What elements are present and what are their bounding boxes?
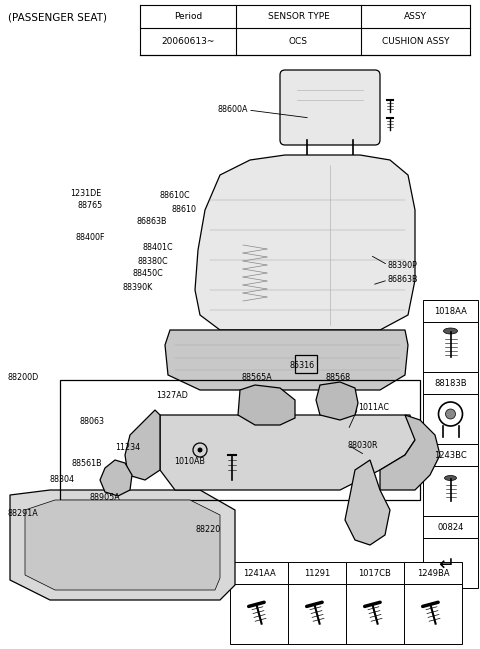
Text: 88568: 88568 xyxy=(325,374,350,382)
Circle shape xyxy=(445,409,456,419)
Text: 88220: 88220 xyxy=(195,526,220,535)
Text: 20060613~: 20060613~ xyxy=(161,37,215,45)
Text: 88610C: 88610C xyxy=(159,191,190,201)
Text: 11291: 11291 xyxy=(304,569,330,578)
Text: 88390P: 88390P xyxy=(388,260,418,269)
Polygon shape xyxy=(238,385,295,425)
Polygon shape xyxy=(345,460,390,545)
Polygon shape xyxy=(10,490,235,600)
Bar xyxy=(346,562,404,584)
Text: 1241AA: 1241AA xyxy=(242,569,276,578)
Bar xyxy=(423,466,478,516)
Polygon shape xyxy=(316,382,358,420)
Text: 88610: 88610 xyxy=(172,204,197,214)
Polygon shape xyxy=(165,330,408,390)
Bar xyxy=(404,584,462,644)
Text: 88905A: 88905A xyxy=(90,493,121,502)
Text: 88390K: 88390K xyxy=(123,284,153,293)
Polygon shape xyxy=(100,460,132,496)
Bar xyxy=(423,300,478,322)
Bar xyxy=(288,562,346,584)
Text: 1018AA: 1018AA xyxy=(434,306,467,315)
Text: 00824: 00824 xyxy=(437,522,464,532)
Bar xyxy=(423,322,478,372)
Bar xyxy=(295,355,317,373)
Bar xyxy=(230,562,288,584)
Polygon shape xyxy=(160,415,415,490)
Text: 88380C: 88380C xyxy=(137,256,168,265)
Text: 1017CB: 1017CB xyxy=(359,569,391,578)
Bar xyxy=(404,562,462,584)
Text: 88200D: 88200D xyxy=(8,374,39,382)
Text: SENSOR TYPE: SENSOR TYPE xyxy=(267,12,329,21)
Text: 1231DE: 1231DE xyxy=(70,188,101,197)
Bar xyxy=(423,444,478,466)
Text: OCS: OCS xyxy=(289,37,308,45)
Polygon shape xyxy=(25,500,220,590)
Circle shape xyxy=(197,448,203,452)
Bar xyxy=(60,380,420,500)
Text: 88304: 88304 xyxy=(50,476,75,485)
Text: ASSY: ASSY xyxy=(404,12,427,21)
Text: 1249BA: 1249BA xyxy=(417,569,449,578)
Text: 88063: 88063 xyxy=(80,417,105,426)
Text: 88183B: 88183B xyxy=(434,378,467,387)
Ellipse shape xyxy=(444,328,457,334)
Text: 88565A: 88565A xyxy=(241,374,272,382)
Text: 86863B: 86863B xyxy=(388,275,419,284)
Text: 88765: 88765 xyxy=(77,201,102,210)
Text: ↵: ↵ xyxy=(438,556,455,574)
Text: 85316: 85316 xyxy=(290,360,315,369)
Bar xyxy=(423,394,478,444)
Ellipse shape xyxy=(444,476,456,480)
Text: 88400F: 88400F xyxy=(75,232,105,241)
Text: (PASSENGER SEAT): (PASSENGER SEAT) xyxy=(8,13,107,23)
Text: 11234: 11234 xyxy=(115,443,140,452)
Text: CUSHION ASSY: CUSHION ASSY xyxy=(382,37,449,45)
Text: 88561B: 88561B xyxy=(72,459,103,469)
Bar xyxy=(346,584,404,644)
Bar xyxy=(423,516,478,538)
Text: 86863B: 86863B xyxy=(136,217,167,227)
Text: 88401C: 88401C xyxy=(143,243,173,252)
Text: 88291A: 88291A xyxy=(8,509,39,519)
Bar xyxy=(423,372,478,394)
Text: 88600A: 88600A xyxy=(217,106,248,114)
FancyBboxPatch shape xyxy=(280,70,380,145)
Text: Period: Period xyxy=(174,12,202,21)
Bar xyxy=(423,538,478,588)
Text: 1011AC: 1011AC xyxy=(358,404,389,413)
Bar xyxy=(288,584,346,644)
Text: 1010AB: 1010AB xyxy=(174,458,205,467)
Text: 88030R: 88030R xyxy=(348,441,379,450)
Bar xyxy=(230,584,288,644)
Polygon shape xyxy=(125,410,160,480)
Polygon shape xyxy=(195,155,415,330)
Text: 88450C: 88450C xyxy=(132,269,163,278)
Text: 1243BC: 1243BC xyxy=(434,450,467,459)
Polygon shape xyxy=(380,415,440,490)
Text: 1327AD: 1327AD xyxy=(156,391,188,400)
